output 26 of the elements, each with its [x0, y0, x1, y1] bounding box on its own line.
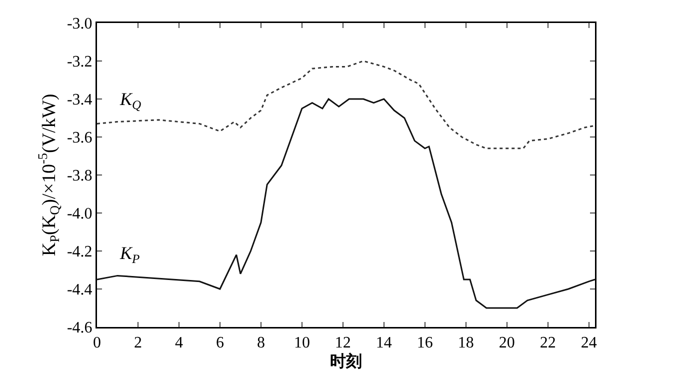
y-tick-label: -3.4	[66, 92, 92, 109]
y-tick-label: -3.8	[66, 168, 92, 185]
y-tick-label: -4.6	[66, 320, 92, 337]
x-tick-label: 16	[416, 334, 433, 352]
x-tick-label: 6	[216, 334, 224, 352]
x-tick-label: 2	[134, 334, 142, 352]
x-tick-label: 0	[93, 334, 101, 352]
y-tick-label: -4.2	[66, 244, 92, 261]
y-tick-label: -3.6	[66, 130, 92, 147]
series-label: K$_{Q}$	[119, 89, 142, 112]
x-tick-label: 8	[256, 334, 265, 352]
y-tick-label: -4.4	[66, 282, 92, 299]
y-tick-label: -4.0	[66, 206, 92, 223]
x-axis-title: 时刻	[330, 352, 362, 371]
x-tick-label: 12	[334, 334, 351, 352]
y-tick-label: -3.0	[66, 16, 92, 33]
x-tick-label: 22	[540, 334, 556, 352]
x-tick-label: 20	[498, 334, 515, 352]
series-label: K$_{P}$	[119, 243, 140, 266]
x-tick-label: 10	[294, 334, 310, 352]
x-tick-label: 24	[580, 334, 597, 352]
x-tick-label: 4	[174, 334, 183, 352]
x-tick-label: 14	[376, 334, 392, 352]
x-tick-label: 18	[458, 334, 474, 352]
y-tick-label: -3.2	[66, 54, 92, 71]
line-series	[97, 60, 595, 150]
